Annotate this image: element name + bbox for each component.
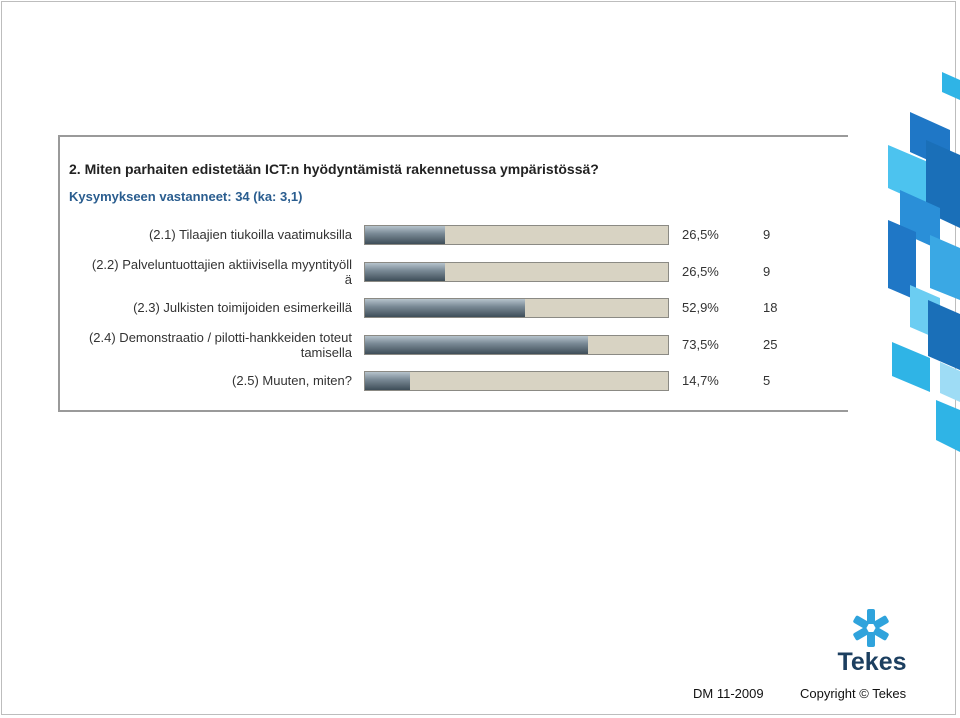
percent-label: 73,5% [682,337,719,352]
tekes-logo: Tekes [837,609,907,676]
bar-track [364,298,669,318]
footer-date: DM 11-2009 [693,686,764,701]
bar [365,226,446,244]
bar-row: (2.1) Tilaajien tiukoilla vaatimuksilla 2… [60,220,840,250]
deco-shape [942,72,960,100]
bar [365,299,526,317]
deco-shape [888,145,928,206]
bar-row: (2.5) Muuten, miten? 14,7% 5 [60,366,840,396]
bar [365,372,410,390]
bar-track [364,335,669,355]
bar [365,336,588,354]
percent-label: 26,5% [682,227,719,242]
percent-label: 26,5% [682,264,719,279]
deco-shape [936,400,960,452]
bar-row: (2.2) Palveluntuottajien aktiivisella my… [60,257,840,287]
chart-panel: 2. Miten parhaiten edistetään ICT:n hyöd… [58,135,848,412]
deco-shape [928,300,960,370]
count-label: 9 [763,264,771,279]
count-label: 18 [763,300,778,315]
category-label-line: tamisella [300,345,352,360]
deco-shape [930,235,960,300]
bar-row: (2.3) Julkisten toimijoiden esimerkeillä… [60,293,840,323]
bar-track [364,262,669,282]
bar-row: (2.4) Demonstraatio / pilotti-hankkeiden… [60,330,840,360]
category-label-line: (2.3) Julkisten toimijoiden esimerkeillä [133,300,352,315]
category-label-line: (2.4) Demonstraatio / pilotti-hankkeiden… [88,330,352,345]
category-label: (2.3) Julkisten toimijoiden esimerkeillä [52,300,352,315]
chart-subtitle: Kysymykseen vastanneet: 34 (ka: 3,1) [69,189,303,204]
deco-shape [892,342,930,392]
asterisk-icon [853,609,889,647]
category-label-line: ä [344,272,352,287]
category-label-line: (2.2) Palveluntuottajien aktiivisella my… [91,257,352,272]
deco-shape [888,220,916,300]
decorative-shapes [888,72,960,452]
bar [365,263,446,281]
category-label-line: (2.1) Tilaajien tiukoilla vaatimuksilla [148,227,352,242]
percent-label: 52,9% [682,300,719,315]
category-label: (2.5) Muuten, miten? [52,373,352,388]
category-label: (2.1) Tilaajien tiukoilla vaatimuksilla [52,227,352,242]
chart-title: 2. Miten parhaiten edistetään ICT:n hyöd… [69,161,599,177]
category-label-line: (2.5) Muuten, miten? [232,373,352,388]
footer-copyright: Copyright © Tekes [800,686,907,701]
bar-track [364,225,669,245]
count-label: 9 [763,227,771,242]
category-label: (2.4) Demonstraatio / pilotti-hankkeiden… [52,330,352,360]
logo-text: Tekes [837,648,906,676]
count-label: 5 [763,373,771,388]
bar-track [364,371,669,391]
deco-shape [940,362,960,402]
category-label: (2.2) Palveluntuottajien aktiivisella my… [52,257,352,287]
percent-label: 14,7% [682,373,719,388]
count-label: 25 [763,337,778,352]
